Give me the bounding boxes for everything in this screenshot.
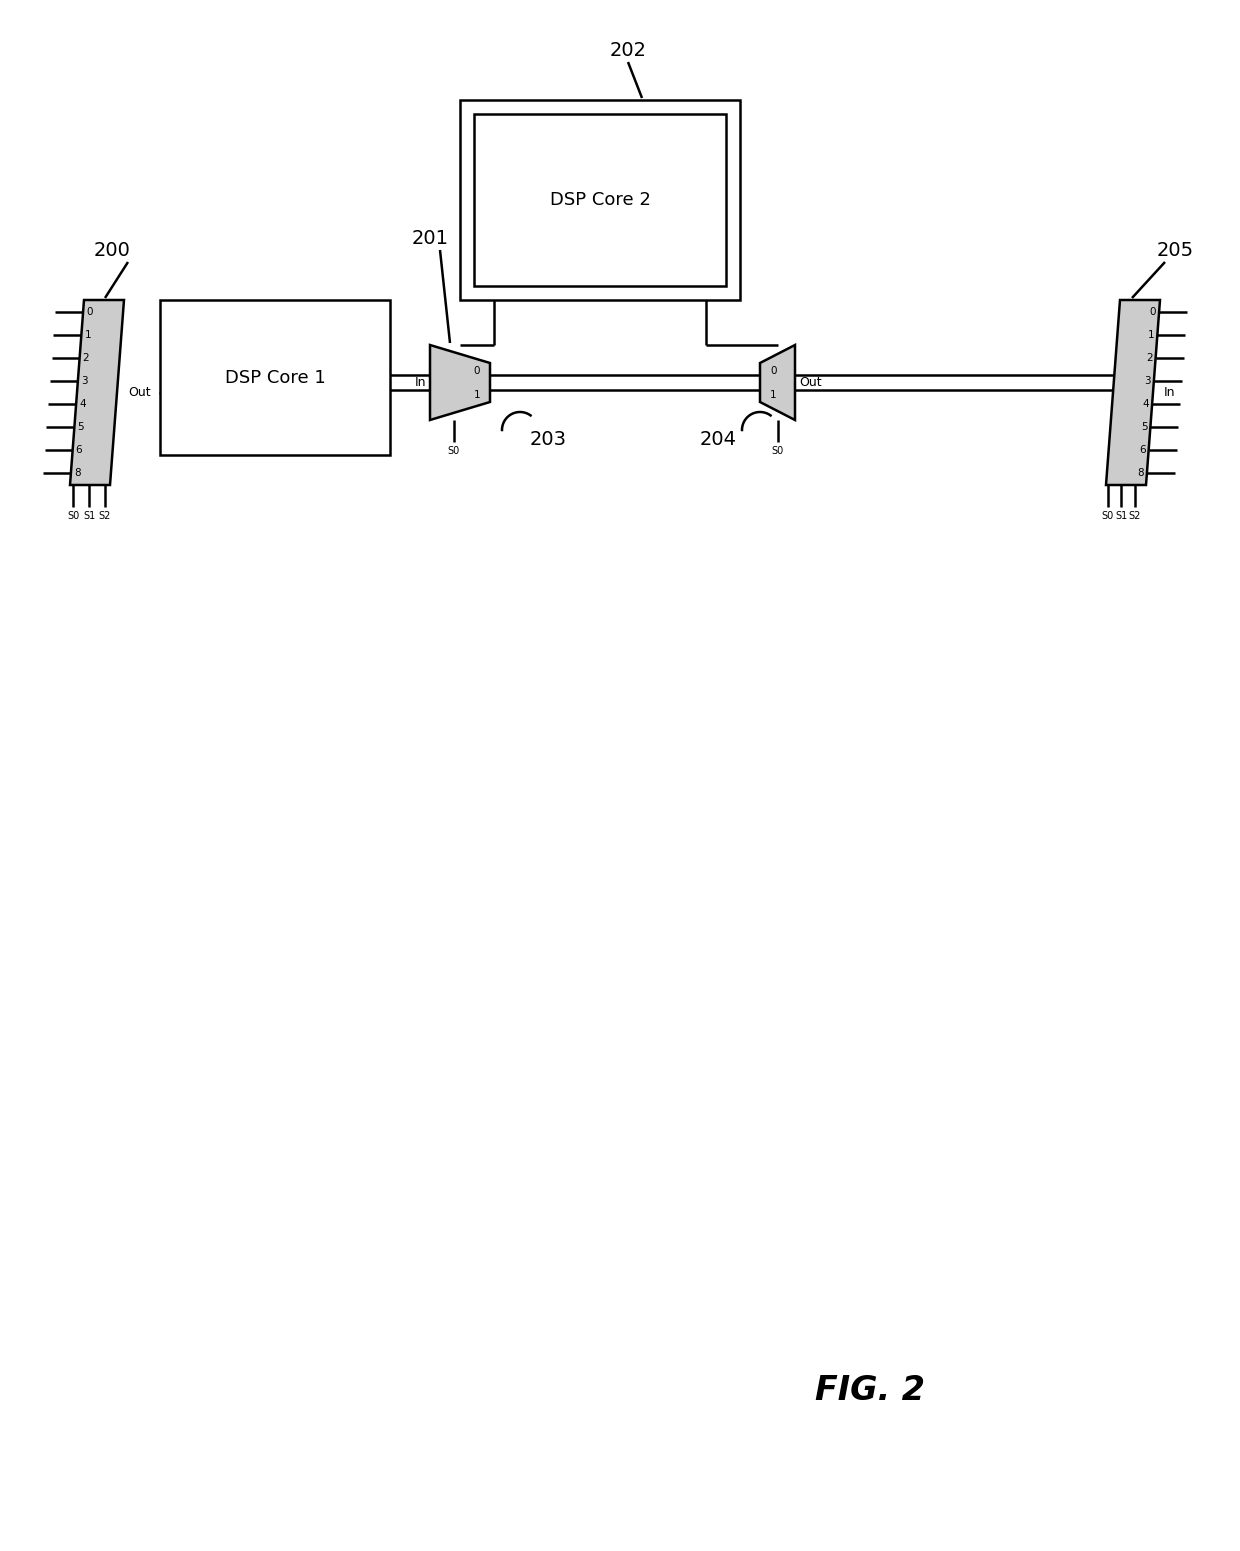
Bar [460, 99, 740, 299]
Text: 8: 8 [1137, 468, 1143, 478]
Text: S2: S2 [1128, 510, 1141, 521]
Text: 2: 2 [83, 352, 89, 363]
Polygon shape [760, 344, 795, 420]
Text: S0: S0 [1102, 510, 1114, 521]
Text: 204: 204 [701, 430, 737, 448]
Text: S1: S1 [83, 510, 95, 521]
Text: 200: 200 [93, 240, 130, 261]
Text: 1: 1 [474, 389, 480, 400]
Text: 0: 0 [1149, 307, 1156, 316]
Text: In: In [414, 375, 427, 389]
Text: 205: 205 [1157, 240, 1194, 261]
Text: S0: S0 [771, 447, 784, 456]
Text: 0: 0 [770, 366, 776, 375]
Text: 3: 3 [81, 375, 88, 386]
Bar [160, 299, 391, 454]
Text: S0: S0 [448, 447, 460, 456]
Text: 4: 4 [79, 399, 86, 409]
Text: Out: Out [128, 386, 150, 399]
Text: DSP Core 1: DSP Core 1 [224, 369, 325, 386]
Text: DSP Core 2: DSP Core 2 [549, 191, 651, 209]
Bar [474, 115, 725, 285]
Text: 201: 201 [412, 230, 449, 248]
Text: 3: 3 [1145, 375, 1151, 386]
Polygon shape [69, 299, 124, 485]
Text: 6: 6 [76, 445, 82, 456]
Text: 1: 1 [84, 330, 91, 340]
Text: Out: Out [799, 375, 822, 389]
Text: 1: 1 [1148, 330, 1154, 340]
Text: 2: 2 [1146, 352, 1153, 363]
Polygon shape [1106, 299, 1159, 485]
Text: 4: 4 [1142, 399, 1149, 409]
Text: 8: 8 [74, 468, 81, 478]
Text: 5: 5 [77, 422, 84, 433]
Text: In: In [1164, 386, 1176, 399]
Text: 1: 1 [770, 389, 776, 400]
Text: 203: 203 [529, 430, 567, 448]
Text: 0: 0 [474, 366, 480, 375]
Polygon shape [430, 344, 490, 420]
Text: FIG. 2: FIG. 2 [815, 1374, 925, 1407]
Text: 202: 202 [610, 40, 646, 60]
Text: 5: 5 [1141, 422, 1147, 433]
Text: 0: 0 [86, 307, 93, 316]
Text: S1: S1 [1115, 510, 1127, 521]
Text: S0: S0 [67, 510, 79, 521]
Text: 6: 6 [1140, 445, 1146, 456]
Text: S2: S2 [99, 510, 112, 521]
